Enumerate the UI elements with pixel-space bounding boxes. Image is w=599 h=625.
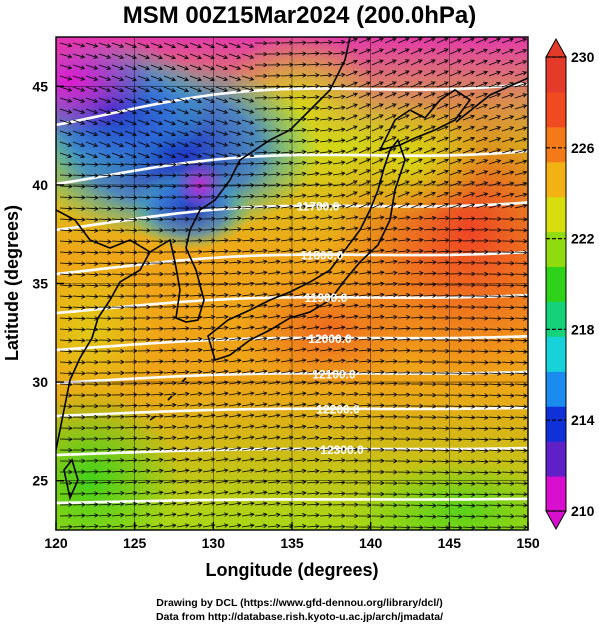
x-tick-label: 120 [44,535,68,551]
colorbar-segment [546,196,566,233]
contour-label: 11700.0 [297,200,340,214]
contour-line [56,82,528,127]
contour-label: 11900.0 [305,291,348,305]
colorbar-segment [546,91,566,128]
colorbar-tick-label: 210 [571,503,595,519]
contour-labels: 11700.0 11800.0 11900.0 12000.0 12100.0 12200… [297,200,364,457]
colorbar-segment [546,336,566,372]
colorbar-tick-label: 214 [571,412,595,428]
x-axis-label: Longitude (degrees) [205,560,378,580]
x-tick-label: 145 [438,535,462,551]
footer-credit-data: Data from http://database.rish.kyoto-u.a… [155,611,444,623]
contour-line [56,446,528,457]
wind-vectors [59,37,528,530]
contour-line [56,497,528,505]
chart-title: MSM 00Z15Mar2024 (200.0hPa) [122,2,477,29]
contour-label: 12200.0 [316,403,360,417]
footer-credit-drawing: Drawing by DCL (https://www.gfd-dennou.o… [156,597,443,609]
colorbar-segment [546,441,566,477]
colorbar-min-arrow [545,510,567,531]
colorbar-segment [546,371,566,407]
x-tick-label: 140 [359,535,383,551]
geopotential-contours [56,82,528,505]
contour-line [56,250,528,276]
x-tick-label: 125 [123,535,147,551]
colorbar-segment [546,266,566,302]
colorbar-tick-label: 222 [571,231,595,247]
y-axis-label: Latitude (degrees) [2,205,22,361]
colorbar: 230 226 222 218 214 210 [545,37,595,531]
y-tick-label: 30 [32,374,48,390]
colorbar-tick-label: 230 [571,49,595,65]
y-axis-ticks: 25 30 35 40 45 [32,78,64,489]
coastlines [56,37,528,501]
colorbar-segment [546,231,566,268]
contour-line [56,149,528,186]
colorbar-segment [546,476,566,512]
x-axis-ticks: 120 125 130 135 140 145 150 [44,522,540,551]
colorbar-segment [546,406,566,442]
x-tick-label: 150 [516,535,540,551]
colorbar-segment [546,161,566,198]
colorbar-segment [546,57,566,93]
colorbar-segment [546,126,566,163]
colorbar-max-arrow [545,37,567,58]
lat-lon-grid [56,37,528,530]
contour-label: 12000.0 [308,332,352,346]
contour-line [56,406,528,418]
x-tick-label: 130 [202,535,226,551]
colorbar-segment [546,301,566,337]
wind-arrow-field [59,37,528,530]
y-tick-label: 25 [32,473,48,489]
colorbar-tick-label: 218 [571,321,595,337]
contour-line [56,293,528,315]
colorbar-tick-label: 226 [571,140,595,156]
contour-label: 12300.0 [320,443,364,457]
x-tick-label: 135 [280,535,304,551]
contour-label: 11800.0 [301,249,344,263]
y-tick-label: 45 [32,78,48,94]
y-tick-label: 35 [32,276,48,292]
contour-label: 12100.0 [312,367,356,381]
y-tick-label: 40 [32,177,48,193]
